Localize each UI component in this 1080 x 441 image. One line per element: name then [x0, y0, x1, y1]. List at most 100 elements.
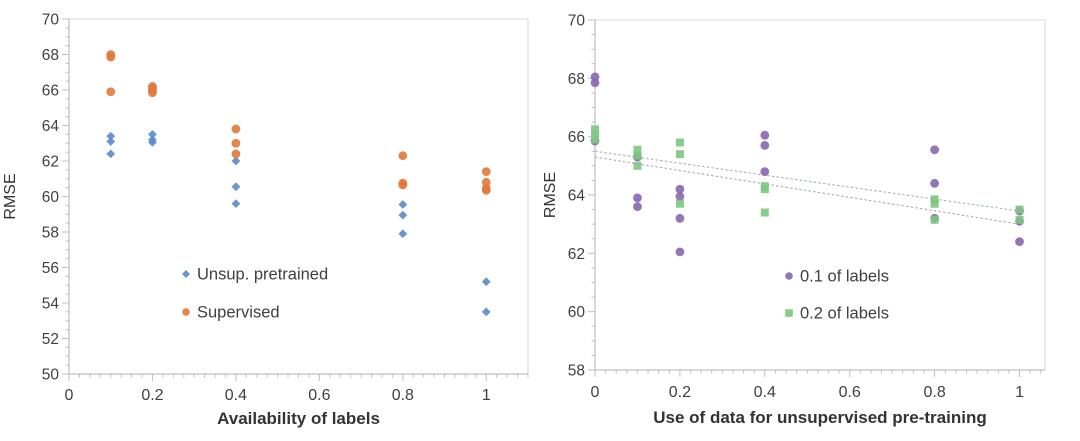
x-tick-label: 0.6	[308, 387, 330, 404]
x-tick-label: 0.6	[839, 384, 861, 401]
data-point	[398, 229, 408, 239]
data-point	[106, 137, 116, 146]
x-tick-label: 0.8	[392, 387, 414, 404]
y-tick-label: 58	[42, 225, 59, 242]
data-point	[231, 182, 241, 192]
x-tick-label: 0.8	[923, 384, 945, 401]
y-tick-label: 64	[568, 188, 586, 205]
chart-availability-panel: 50 52 54 56 58 60 62 64 66 68 70 0 0.2 0.4 0.6 0.8 1 Avai…	[2, 12, 529, 428]
data-point	[930, 215, 939, 224]
data-point	[930, 199, 939, 208]
data-point	[633, 151, 642, 160]
legend-label: Unsup. pretrained	[197, 266, 328, 284]
series-0-2-of-labels	[591, 125, 1024, 224]
data-point	[106, 149, 116, 159]
data-point	[481, 277, 491, 287]
data-point	[148, 88, 157, 98]
data-point	[106, 87, 116, 97]
series-supervised	[106, 50, 491, 195]
y-tick-label: 62	[568, 246, 585, 263]
data-point	[591, 135, 599, 144]
data-point	[675, 184, 685, 194]
series-0-1-of-labels	[590, 72, 1024, 257]
legend-item: 0.1 of labels	[785, 268, 889, 286]
data-point	[591, 125, 599, 134]
data-point	[675, 150, 684, 159]
data-point	[675, 199, 684, 208]
legend-item: Unsup. pretrained	[182, 266, 328, 284]
data-point	[481, 177, 491, 187]
data-point	[633, 161, 642, 170]
data-point	[231, 149, 241, 159]
data-point	[675, 192, 685, 201]
data-point	[760, 167, 770, 177]
y-tick-label: 70	[42, 12, 60, 29]
y-tick-label: 50	[42, 367, 60, 384]
data-point	[481, 185, 491, 195]
data-point	[398, 151, 408, 161]
y-tick-label: 60	[42, 189, 60, 206]
legend-marker-circle	[182, 308, 190, 316]
data-point	[481, 167, 491, 177]
y-tick-label: 58	[568, 363, 585, 380]
data-point	[930, 195, 939, 204]
x-tick-label: 0	[65, 387, 74, 404]
y-tick-label: 64	[42, 118, 60, 135]
data-point	[231, 138, 241, 148]
data-point	[633, 202, 642, 212]
data-point	[106, 52, 116, 62]
data-point	[1015, 205, 1024, 214]
y-tick-label: 60	[568, 304, 586, 321]
data-point	[1015, 237, 1024, 247]
x-axis-title: Availability of labels	[217, 409, 380, 428]
legend-label: Supervised	[197, 304, 280, 322]
data-point	[675, 213, 685, 223]
y-tick-label: 54	[42, 296, 60, 313]
data-point	[633, 193, 642, 203]
y-axis-title: RMSE	[2, 173, 19, 219]
chart-availability-svg: 50 52 54 56 58 60 62 64 66 68 70 0 0.2 0.4 0.6 0.8 1 Avai…	[2, 12, 529, 428]
y-tick-label: 68	[568, 71, 585, 88]
data-point	[760, 185, 769, 194]
data-point	[231, 199, 241, 208]
data-point	[633, 145, 642, 154]
data-point	[1015, 215, 1024, 224]
data-point	[760, 141, 770, 150]
y-tick-label: 70	[568, 13, 586, 30]
y-tick-label: 66	[42, 83, 59, 100]
x-tick-label: 1	[482, 387, 491, 404]
legend-label: 0.1 of labels	[800, 268, 889, 286]
data-point	[398, 180, 408, 190]
data-point	[106, 131, 116, 141]
x-tick-label: 1	[1015, 384, 1024, 401]
data-point	[760, 208, 769, 217]
x-tick-label: 0.2	[141, 387, 163, 404]
data-point	[398, 210, 408, 220]
data-point	[231, 124, 241, 134]
legend-item: 0.2 of labels	[785, 305, 889, 323]
data-point	[148, 129, 157, 139]
data-point	[591, 131, 599, 140]
chart-pretraining-svg: 58 60 62 64 66 68 70 0 0.2 0.4 0.6 0.8 1 Use of data …	[542, 13, 1046, 427]
x-tick-label: 0	[591, 384, 600, 401]
legend-label: 0.2 of labels	[800, 305, 889, 323]
y-axis-title: RMSE	[542, 172, 559, 218]
plot-area-border	[68, 18, 529, 375]
y-tick-label: 62	[42, 154, 59, 171]
x-axis-title: Use of data for unsupervised pre-trainin…	[653, 408, 986, 427]
data-point	[231, 156, 241, 166]
data-point	[590, 78, 600, 88]
data-point	[675, 138, 684, 147]
data-point	[148, 137, 157, 147]
series-unsup-pretrained	[106, 129, 491, 317]
data-point	[481, 307, 491, 317]
y-tick-label: 66	[568, 129, 585, 146]
x-tick-label: 0.4	[754, 384, 776, 401]
legend-marker-square	[785, 309, 793, 317]
legend-marker-circle	[785, 272, 793, 280]
data-point	[930, 178, 940, 188]
trendline	[594, 150, 1020, 212]
data-point	[760, 130, 770, 140]
y-tick-label: 68	[42, 47, 59, 64]
